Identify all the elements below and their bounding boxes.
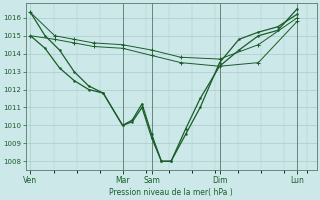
X-axis label: Pression niveau de la mer( hPa ): Pression niveau de la mer( hPa ) — [109, 188, 233, 197]
